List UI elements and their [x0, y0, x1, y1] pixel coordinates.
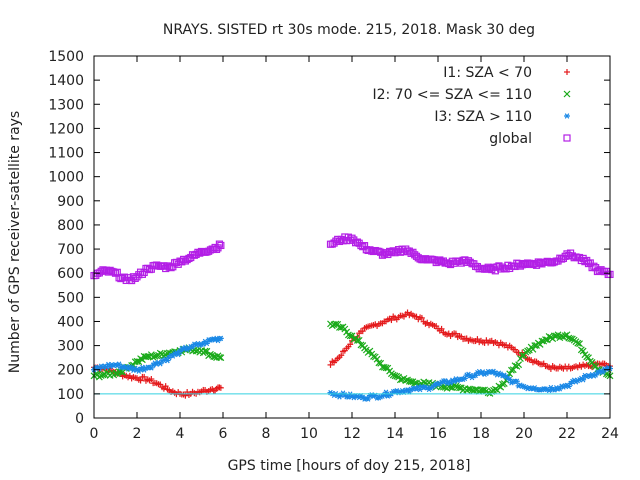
data-point: [418, 314, 425, 321]
data-point: [215, 240, 224, 248]
chart-title: NRAYS. SISTED rt 30s mode. 215, 2018. Ma…: [163, 22, 535, 38]
data-point: [585, 354, 592, 362]
data-point: [579, 347, 587, 355]
x-tick-label: 14: [386, 426, 404, 442]
data-point: [153, 352, 161, 360]
y-tick-label: 800: [57, 218, 84, 234]
data-point: [388, 317, 395, 324]
data-point: [99, 371, 107, 379]
y-tick-label: 1000: [48, 170, 84, 186]
data-point: [484, 389, 492, 397]
y-tick-label: 1300: [48, 97, 84, 113]
y-tick-label: 400: [57, 314, 84, 330]
y-tick-label: 500: [57, 290, 84, 306]
legend-marker: [564, 113, 570, 119]
legend-label: I2: 70 <= SZA <= 110: [372, 87, 532, 103]
data-point: [133, 357, 141, 365]
data-point: [217, 335, 224, 342]
y-tick-label: 100: [57, 387, 84, 403]
x-tick-label: 10: [300, 426, 318, 442]
data-point: [545, 332, 553, 340]
data-point: [355, 336, 363, 344]
data-point: [508, 366, 515, 374]
data-point: [217, 354, 225, 362]
data-point: [217, 241, 225, 250]
data-point: [500, 380, 508, 388]
data-point: [144, 353, 152, 360]
x-tick-label: 16: [429, 426, 447, 442]
series-3: [90, 233, 614, 285]
x-axis-label: GPS time [hours of doy 215, 2018]: [228, 458, 471, 474]
data-point: [162, 383, 169, 390]
data-point: [141, 373, 148, 380]
x-tick-label: 18: [472, 426, 490, 442]
data-point: [215, 353, 223, 361]
y-tick-label: 300: [57, 339, 84, 355]
x-tick-label: 24: [601, 426, 619, 442]
data-point: [472, 386, 480, 393]
axis-ticks: 0 2 4 6 8 10 12 14 16 18 20 22 240100200300400500600…: [48, 49, 619, 442]
data-point: [341, 325, 349, 333]
y-axis-label: Number of GPS receiver-satellite rays: [7, 111, 23, 373]
data-point: [148, 376, 155, 383]
y-tick-label: 1400: [48, 73, 84, 89]
data-point: [576, 340, 583, 348]
data-point: [353, 336, 361, 344]
x-tick-label: 0: [90, 426, 99, 442]
legend-marker: [563, 134, 571, 142]
data-point: [347, 341, 354, 348]
x-tick-label: 8: [262, 426, 271, 442]
series-2: [91, 335, 613, 402]
data-point: [396, 376, 404, 384]
legend-label: global: [489, 131, 532, 147]
data-marks: [90, 233, 614, 402]
y-tick-label: 1100: [48, 146, 84, 162]
data-point: [370, 353, 377, 360]
data-point: [348, 332, 356, 340]
data-point: [327, 361, 334, 368]
x-tick-label: 12: [343, 426, 361, 442]
data-point: [366, 347, 374, 355]
data-point: [452, 330, 459, 337]
y-tick-label: 600: [57, 266, 84, 282]
y-tick-label: 700: [57, 242, 84, 258]
x-tick-label: 20: [515, 426, 533, 442]
data-point: [456, 384, 463, 392]
legend-marker: [563, 90, 571, 98]
data-point: [543, 336, 551, 344]
x-tick-label: 2: [133, 426, 142, 442]
y-tick-label: 0: [75, 411, 84, 427]
data-point: [338, 352, 345, 359]
legend-marker: [564, 69, 570, 75]
data-point: [515, 361, 523, 369]
data-point: [407, 378, 415, 386]
legend-label: I3: SZA > 110: [434, 109, 532, 125]
data-point: [217, 384, 224, 391]
data-point: [531, 342, 539, 350]
y-tick-label: 900: [57, 194, 84, 210]
data-point: [201, 347, 209, 355]
data-point: [149, 353, 157, 361]
legend-label: I1: SZA < 70: [443, 65, 532, 81]
y-tick-label: 1200: [48, 121, 84, 137]
data-point: [391, 372, 399, 380]
data-point: [538, 337, 546, 345]
data-point: [567, 335, 575, 343]
data-point: [574, 339, 582, 347]
legend: I1: SZA < 70 I2: 70 <= SZA <= 110 I3: SZA …: [372, 65, 571, 147]
data-point: [513, 378, 520, 385]
data-point: [359, 328, 366, 335]
y-tick-label: 200: [57, 363, 84, 379]
data-point: [203, 340, 210, 347]
data-point: [137, 377, 144, 384]
data-point: [580, 376, 587, 383]
data-point: [112, 369, 119, 377]
x-tick-label: 4: [176, 426, 185, 442]
x-tick-label: 6: [219, 426, 228, 442]
y-tick-label: 1500: [48, 49, 84, 65]
x-tick-label: 22: [558, 426, 576, 442]
data-point: [474, 336, 481, 343]
data-point: [438, 325, 445, 332]
